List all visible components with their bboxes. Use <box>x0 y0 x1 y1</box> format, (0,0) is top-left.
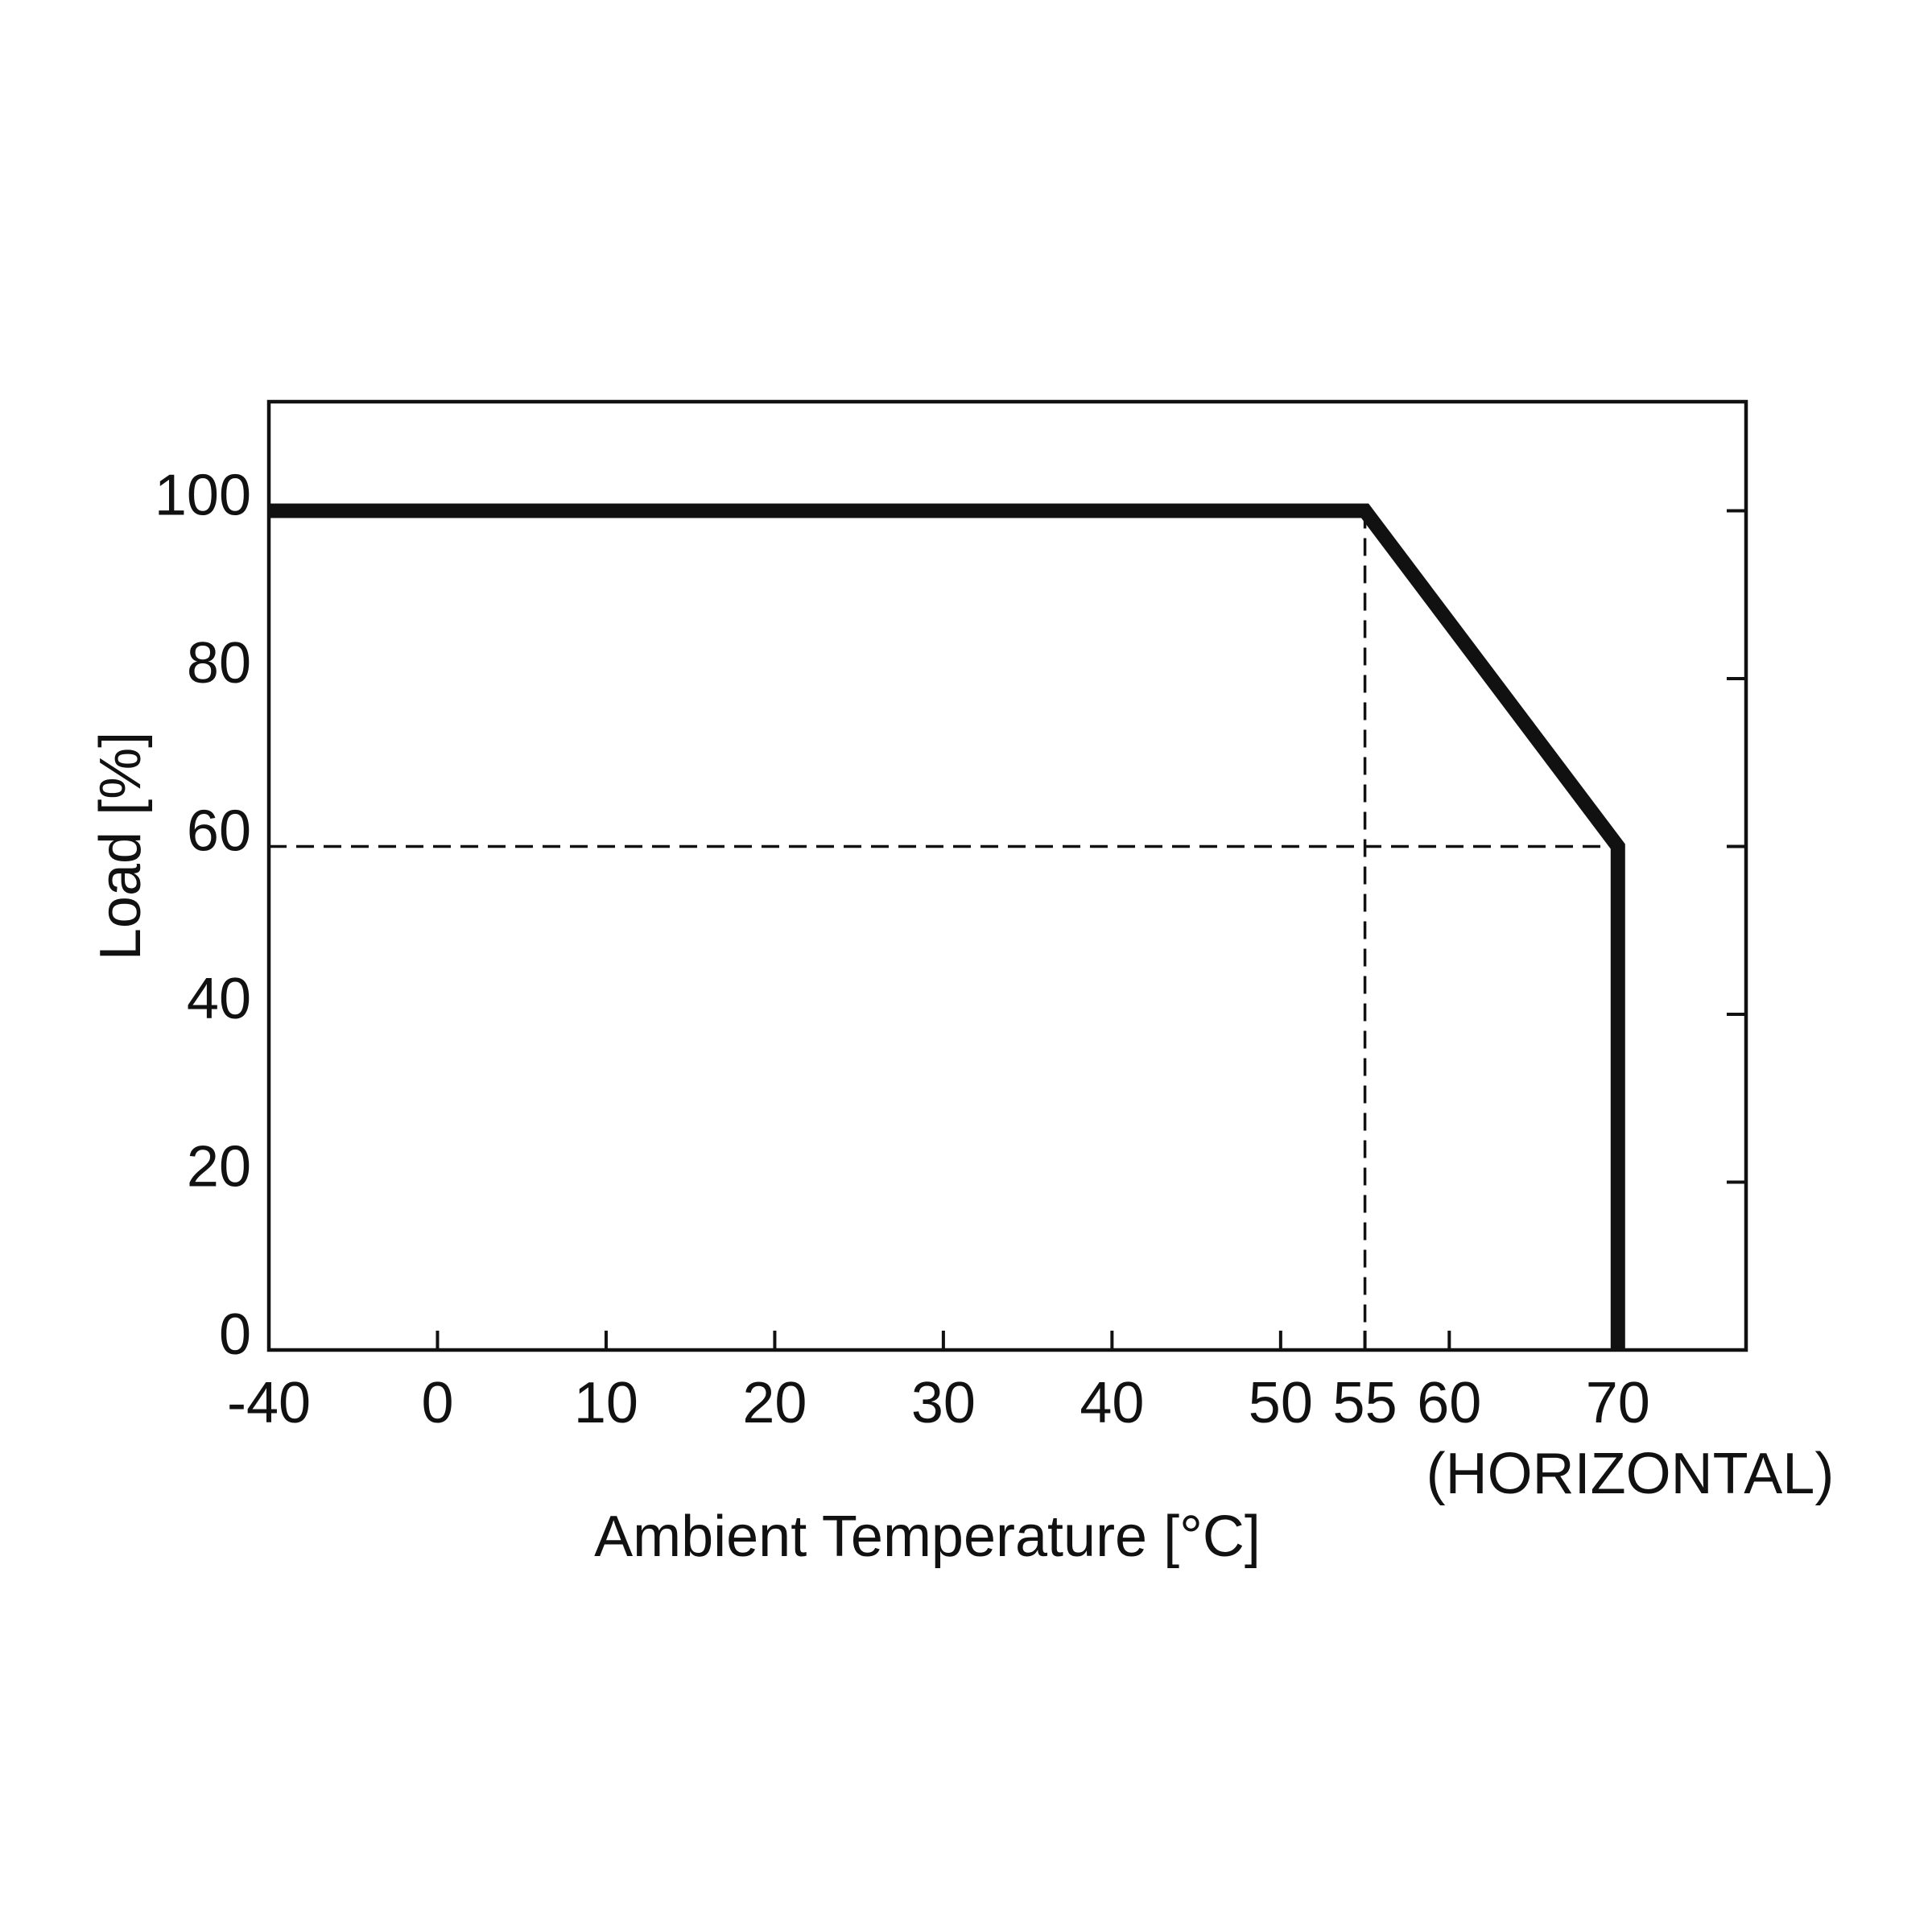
y-tick-label: 80 <box>187 631 251 696</box>
annotation: (HORIZONTAL) <box>1426 1442 1835 1506</box>
y-tick-label: 100 <box>155 464 251 528</box>
plot-frame <box>266 399 1748 1352</box>
y-tick-label: 20 <box>187 1135 251 1199</box>
y-tick-label: 60 <box>187 799 251 864</box>
x-axis-title: Ambient Temperature [°C] <box>594 1505 1261 1569</box>
y-tick-label: 0 <box>219 1302 251 1367</box>
x-tick-label: 0 <box>421 1371 453 1435</box>
x-tick-label: 30 <box>911 1371 976 1435</box>
y-axis-title: Load [%] <box>89 732 153 960</box>
y-tick-label: 40 <box>187 967 251 1031</box>
x-tick-label: 60 <box>1417 1371 1481 1435</box>
x-tick-label: 20 <box>742 1371 807 1435</box>
derating-line <box>269 503 1625 1350</box>
x-tick-label: 70 <box>1586 1371 1650 1435</box>
x-tick-label: 55 <box>1333 1371 1397 1435</box>
x-tick-label: 40 <box>1080 1371 1144 1435</box>
x-tick-label: 50 <box>1249 1371 1313 1435</box>
x-tick-label: -40 <box>227 1371 311 1435</box>
x-tick-label: 10 <box>574 1371 638 1435</box>
